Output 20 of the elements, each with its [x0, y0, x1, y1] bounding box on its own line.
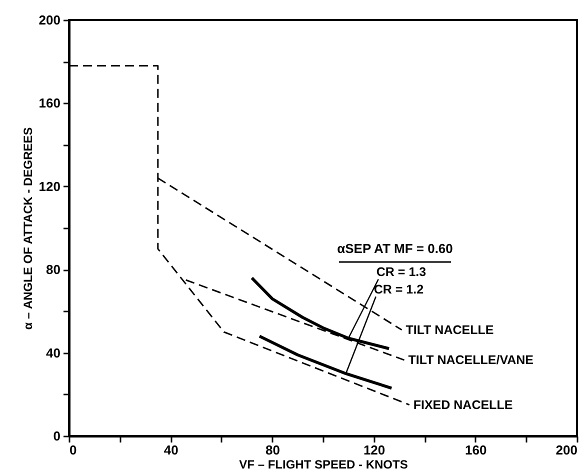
x-axis-title: VF – FLIGHT SPEED - KNOTS — [239, 458, 408, 472]
y-tick-label: 0 — [53, 428, 60, 444]
x-tick-label: 80 — [265, 442, 280, 458]
x-tick-label: 120 — [363, 442, 386, 458]
series-label: TILT NACELLE/VANE — [408, 353, 534, 368]
x-tick-label: 0 — [70, 442, 77, 458]
annotation: CR = 1.2 — [374, 282, 424, 297]
annotation: CR = 1.3 — [376, 265, 426, 280]
y-tick-label: 200 — [38, 12, 60, 28]
y-tick-label: 40 — [46, 345, 60, 360]
series-label: FIXED NACELLE — [413, 398, 513, 412]
y-axis-title: α – ANGLE OF ATTACK - DEGREES — [20, 127, 35, 330]
y-tick-label: 160 — [38, 96, 60, 111]
series-label: TILT NACELLE — [406, 322, 494, 337]
y-tick-label: 80 — [46, 262, 60, 278]
annotation: αSEP AT MF = 0.60 — [337, 241, 453, 256]
y-tick-label: 120 — [38, 178, 60, 194]
x-tick-label: 200 — [556, 442, 578, 458]
x-tick-label: 40 — [164, 442, 178, 458]
x-tick-label: 160 — [465, 442, 487, 458]
